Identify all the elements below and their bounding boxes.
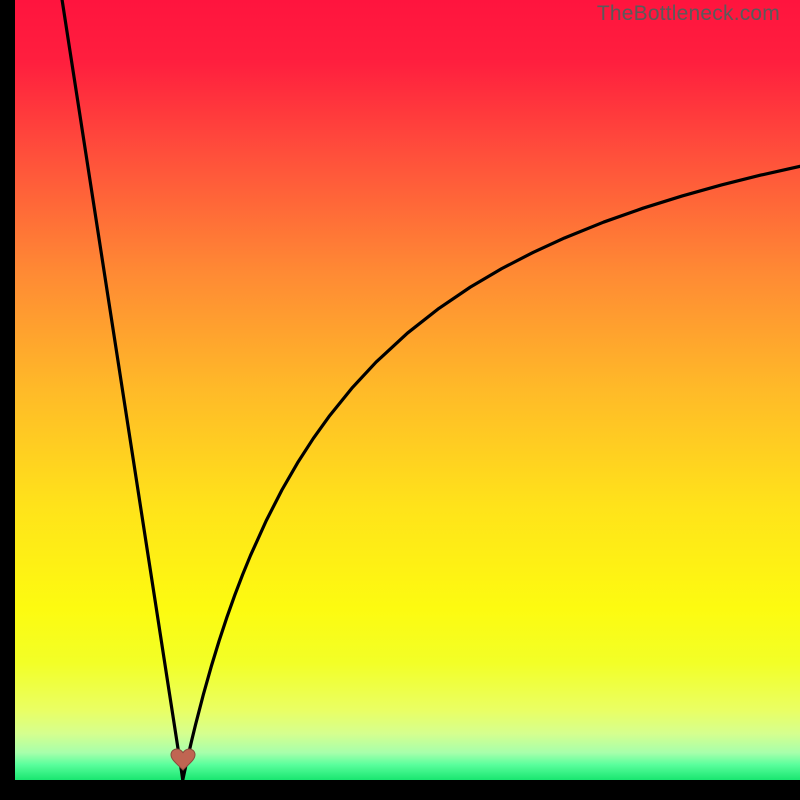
- bottleneck-curve: [15, 0, 800, 780]
- plot-area: [15, 0, 800, 780]
- optimal-point-heart-icon: [170, 748, 196, 772]
- watermark-source: TheBottleneck.com: [597, 2, 780, 26]
